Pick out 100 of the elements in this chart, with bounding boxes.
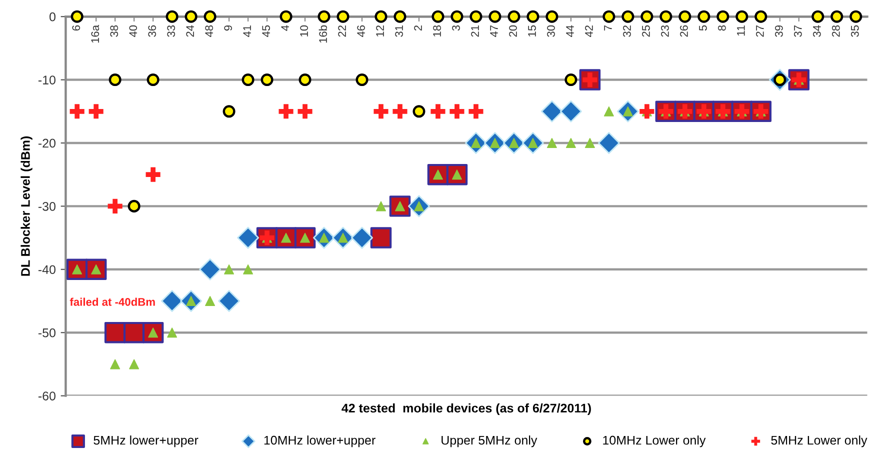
x-tick-label: 48 — [205, 25, 214, 38]
point — [374, 10, 388, 23]
x-tick-label: 44 — [566, 25, 574, 38]
x-tick-label: 41 — [243, 25, 251, 38]
point — [260, 74, 274, 86]
point — [184, 10, 198, 23]
point — [468, 104, 484, 119]
legend-label: 10MHz Lower only — [603, 435, 706, 448]
point — [850, 10, 862, 23]
y-tick-label: -40 — [38, 265, 56, 274]
point — [110, 359, 120, 370]
point — [546, 10, 558, 23]
point — [560, 100, 582, 122]
point — [622, 10, 634, 23]
x-tick-label: 47 — [490, 25, 498, 38]
y-tick-label: -50 — [38, 328, 56, 338]
x-tick-label: 4 — [281, 25, 289, 31]
point — [278, 104, 294, 119]
y-tick-label: -60 — [38, 392, 56, 400]
point — [70, 10, 84, 23]
x-tick-label: 45 — [262, 25, 270, 38]
point — [508, 10, 520, 23]
point — [243, 264, 254, 274]
point — [280, 10, 292, 23]
x-tick-label: 10 — [300, 25, 308, 36]
point — [566, 138, 576, 148]
point — [351, 226, 373, 249]
point — [128, 200, 140, 212]
x-tick-label: 37 — [794, 25, 802, 37]
point — [205, 296, 216, 306]
x-tick-label: 31 — [395, 25, 403, 37]
point — [70, 104, 84, 119]
x-tick-label: 22 — [338, 25, 346, 37]
x-tick-label: 12 — [376, 25, 384, 36]
x-tick-label: 2 — [414, 25, 422, 31]
y-tick-label: -20 — [38, 138, 56, 148]
x-tick-label: 33 — [167, 25, 176, 37]
point — [318, 10, 330, 23]
x-tick-label: 18 — [433, 25, 441, 36]
y-tick-label: 0 — [50, 12, 56, 22]
point — [450, 104, 464, 119]
annotation: failed at -40dBm — [70, 298, 155, 306]
x-tick-label: 6 — [72, 25, 80, 31]
point — [199, 258, 222, 280]
point — [412, 105, 426, 118]
point — [394, 10, 406, 23]
point — [237, 226, 260, 249]
legend-label: 10MHz lower+upper — [264, 435, 376, 448]
x-tick-label: 15 — [528, 25, 536, 36]
x-tick-label: 8 — [718, 25, 726, 31]
legend-label: 5MHz Lower only — [771, 435, 868, 448]
x-tick-label: 5 — [699, 25, 707, 31]
x-tick-label: 32 — [623, 25, 631, 37]
x-tick-label: 30 — [547, 25, 555, 37]
point — [298, 104, 312, 119]
point — [376, 201, 386, 212]
point — [602, 10, 616, 23]
x-tick-label: 16a — [91, 24, 100, 43]
x-tick-label: 16b — [318, 25, 327, 43]
point — [584, 138, 595, 148]
x-tick-label: 39 — [774, 25, 783, 37]
x-tick-label: 27 — [756, 25, 764, 37]
y-axis-title: DL Blocker Level (dBm) — [20, 136, 32, 276]
point — [222, 105, 236, 118]
point — [432, 10, 444, 23]
point — [167, 328, 178, 338]
point — [660, 10, 672, 23]
x-tick-label: 34 — [812, 25, 821, 37]
point — [604, 106, 614, 116]
point — [546, 138, 557, 148]
point — [298, 74, 312, 86]
point — [204, 10, 216, 23]
y-tick-label: -10 — [38, 76, 56, 84]
x-tick-label: 11 — [737, 25, 745, 36]
point — [242, 74, 254, 86]
point — [108, 74, 122, 86]
point — [598, 132, 620, 154]
point — [450, 10, 464, 23]
x-tick-label: 26 — [680, 25, 688, 37]
point — [716, 10, 730, 23]
point — [356, 74, 368, 86]
point — [540, 100, 563, 122]
x-tick-label: 36 — [148, 25, 156, 37]
point — [374, 104, 388, 119]
point — [218, 290, 240, 312]
point — [146, 74, 160, 86]
point — [161, 290, 184, 312]
x-tick-label: 46 — [357, 25, 365, 38]
x-tick-label: 21 — [471, 25, 479, 37]
point — [224, 264, 234, 274]
point — [392, 104, 408, 119]
x-tick-label: 35 — [850, 25, 859, 37]
point — [470, 10, 482, 23]
x-tick-label: 28 — [832, 25, 840, 37]
x-tick-label: 38 — [110, 25, 118, 37]
point — [488, 10, 502, 23]
x-tick-label: 42 — [585, 25, 593, 38]
x-tick-label: 9 — [224, 25, 232, 31]
point — [88, 104, 104, 119]
x-tick-label: 40 — [129, 25, 138, 38]
